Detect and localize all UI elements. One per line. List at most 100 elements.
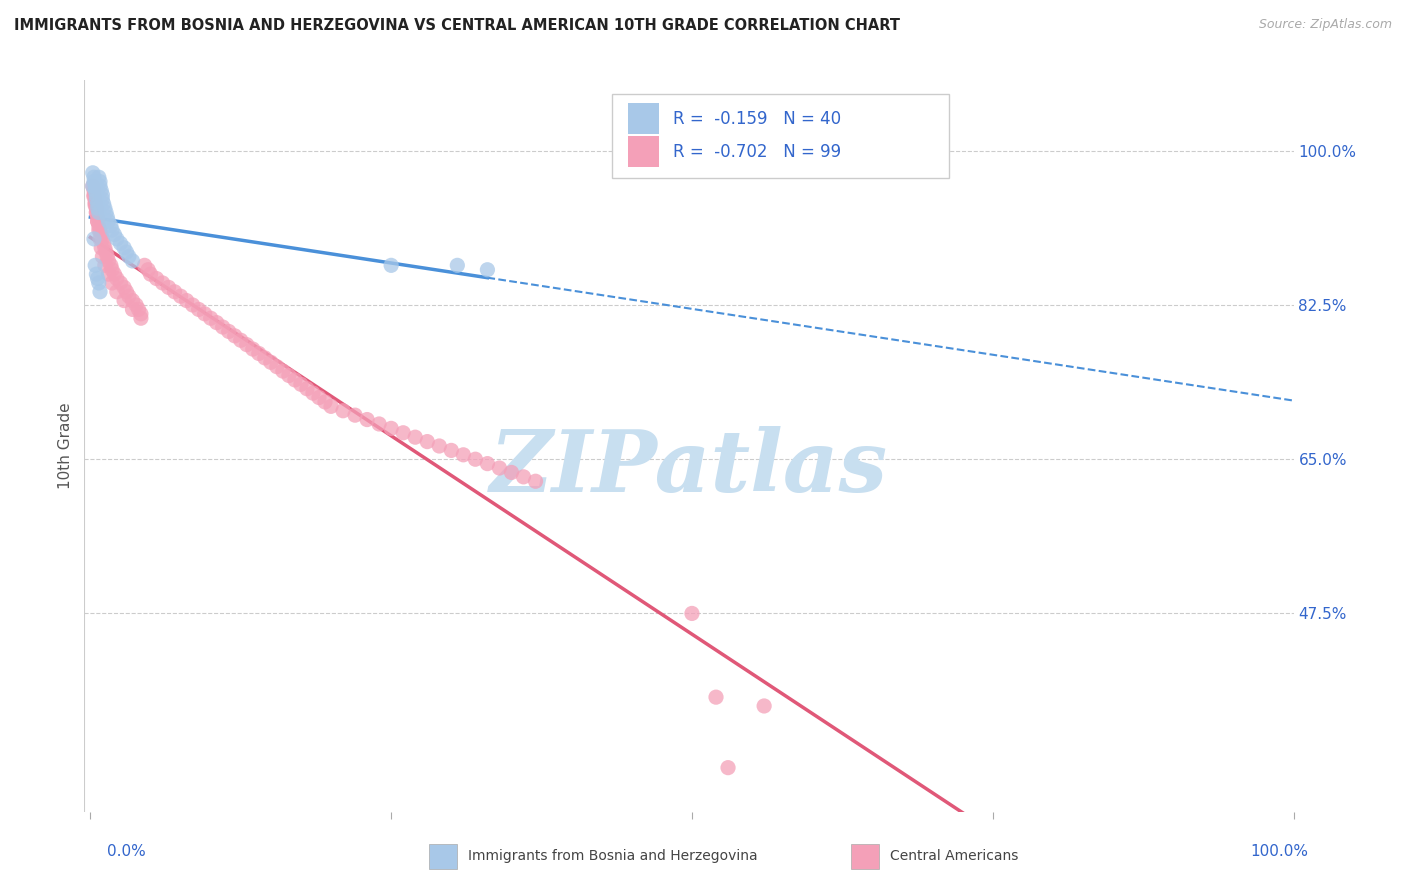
Point xyxy=(101,262,124,277)
Point xyxy=(169,289,191,303)
Point xyxy=(89,175,111,189)
Point xyxy=(90,183,112,197)
Point xyxy=(308,391,330,405)
Point xyxy=(86,205,108,219)
Point xyxy=(91,232,114,246)
Point xyxy=(488,461,510,475)
Point xyxy=(93,236,115,251)
Point xyxy=(94,241,117,255)
Point xyxy=(247,346,270,360)
Point xyxy=(440,443,463,458)
Point xyxy=(380,258,402,272)
Point xyxy=(94,205,117,219)
Point xyxy=(253,351,276,365)
Point xyxy=(83,187,105,202)
Point xyxy=(89,232,111,246)
Point xyxy=(236,337,259,351)
Point xyxy=(112,293,135,308)
Point xyxy=(176,293,198,308)
Point xyxy=(112,280,135,294)
Point xyxy=(101,276,124,290)
Text: Source: ZipAtlas.com: Source: ZipAtlas.com xyxy=(1258,18,1392,31)
Point xyxy=(87,219,110,233)
Point xyxy=(100,219,122,233)
Text: Immigrants from Bosnia and Herzegovina: Immigrants from Bosnia and Herzegovina xyxy=(468,849,758,863)
Point xyxy=(118,250,141,264)
Text: 0.0%: 0.0% xyxy=(107,845,146,859)
Point xyxy=(94,245,117,260)
Point xyxy=(87,170,110,185)
Point xyxy=(89,223,111,237)
Point xyxy=(103,227,125,242)
Point xyxy=(82,166,104,180)
Point xyxy=(512,470,534,484)
Point xyxy=(380,421,402,435)
Point xyxy=(145,271,167,285)
Point xyxy=(125,298,148,312)
Point xyxy=(453,448,475,462)
Point xyxy=(97,254,120,268)
Point xyxy=(101,223,124,237)
Point xyxy=(356,412,378,426)
Point xyxy=(344,408,367,422)
Point xyxy=(86,192,108,206)
Point xyxy=(477,457,499,471)
Point xyxy=(105,285,128,299)
Text: Central Americans: Central Americans xyxy=(890,849,1018,863)
Text: ZIPatlas: ZIPatlas xyxy=(489,426,889,509)
Point xyxy=(105,232,128,246)
Point xyxy=(332,403,354,417)
Point xyxy=(91,187,114,202)
Point xyxy=(368,417,391,431)
Point xyxy=(89,285,111,299)
Point xyxy=(110,236,132,251)
Point xyxy=(87,223,110,237)
Point xyxy=(295,382,318,396)
Point xyxy=(86,196,108,211)
Point xyxy=(90,241,112,255)
Point xyxy=(501,466,523,480)
Point xyxy=(82,179,104,194)
Point xyxy=(681,607,703,621)
Point xyxy=(314,395,336,409)
Point xyxy=(83,183,105,197)
Point xyxy=(103,267,125,281)
Point xyxy=(464,452,486,467)
Point xyxy=(224,329,246,343)
Point xyxy=(271,364,294,378)
Point xyxy=(83,170,105,185)
Point xyxy=(115,285,138,299)
Point xyxy=(96,250,118,264)
Point xyxy=(91,250,114,264)
Point xyxy=(86,214,108,228)
Point xyxy=(84,258,107,272)
Point xyxy=(84,194,107,209)
Point xyxy=(302,386,325,401)
Text: R =  -0.702   N = 99: R = -0.702 N = 99 xyxy=(673,143,842,161)
Point xyxy=(152,276,174,290)
Point xyxy=(139,267,162,281)
Point xyxy=(100,258,122,272)
Point xyxy=(218,325,240,339)
Point xyxy=(87,276,110,290)
Point xyxy=(121,293,143,308)
Point xyxy=(205,316,228,330)
Point xyxy=(524,475,547,489)
Point xyxy=(86,267,108,281)
Point xyxy=(157,280,180,294)
Point xyxy=(260,355,283,369)
Point xyxy=(136,262,159,277)
Point xyxy=(86,201,108,215)
Point xyxy=(84,183,107,197)
Point xyxy=(86,201,108,215)
Point xyxy=(96,210,118,224)
Point xyxy=(717,761,740,775)
Point xyxy=(84,179,107,194)
Point xyxy=(87,205,110,219)
Point xyxy=(284,373,307,387)
Point xyxy=(115,245,138,260)
Point xyxy=(477,262,499,277)
Point xyxy=(94,201,117,215)
Point xyxy=(83,189,105,203)
Point xyxy=(416,434,439,449)
